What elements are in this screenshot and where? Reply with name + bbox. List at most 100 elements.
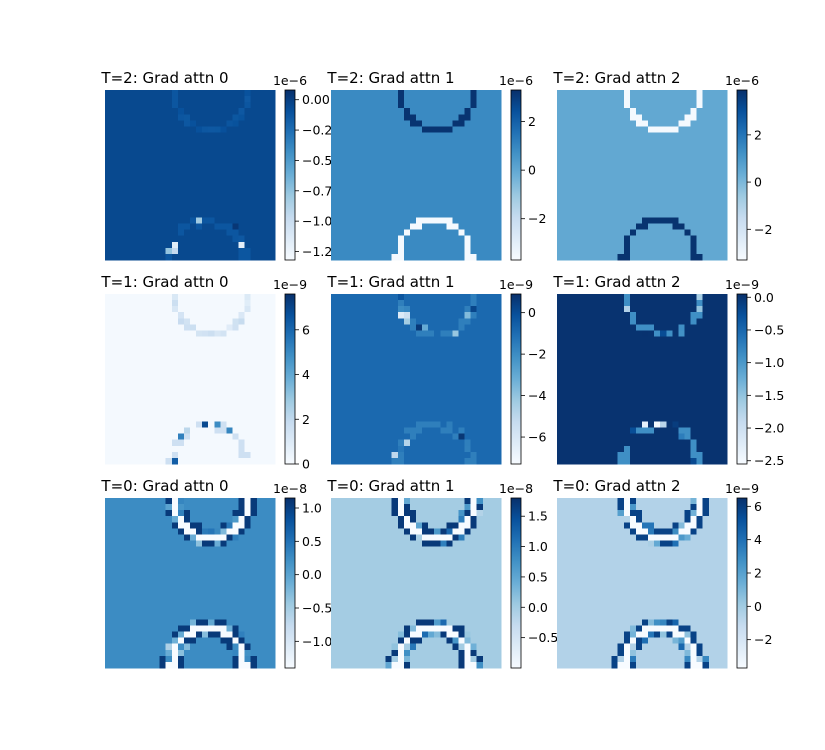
heatmap-cell bbox=[642, 181, 649, 188]
heatmap-cell bbox=[696, 306, 704, 313]
heatmap-cell bbox=[367, 324, 374, 331]
heatmap-cell bbox=[373, 126, 380, 133]
heatmap-cell bbox=[702, 336, 710, 343]
heatmap-cell bbox=[452, 318, 459, 325]
heatmap-cell bbox=[654, 294, 661, 301]
heatmap-cell bbox=[220, 120, 227, 127]
heatmap-cell bbox=[147, 427, 154, 434]
heatmap-cell bbox=[440, 379, 447, 386]
heatmap-cell bbox=[563, 175, 570, 182]
heatmap-cell bbox=[470, 409, 478, 416]
heatmap-cell bbox=[159, 90, 167, 97]
heatmap-cell bbox=[171, 187, 179, 194]
heatmap-cell bbox=[367, 385, 374, 392]
heatmap-cell bbox=[648, 235, 655, 243]
heatmap-cell bbox=[250, 211, 258, 218]
heatmap-cell bbox=[422, 193, 429, 200]
heatmap-cell bbox=[349, 312, 356, 319]
heatmap-cell bbox=[635, 324, 643, 331]
heatmap-cell bbox=[416, 156, 423, 164]
heatmap-cell bbox=[678, 168, 685, 176]
heatmap-cell bbox=[587, 360, 594, 368]
heatmap-cell bbox=[672, 138, 679, 145]
heatmap-cell bbox=[593, 205, 600, 212]
heatmap-cell bbox=[214, 397, 221, 404]
heatmap-cell bbox=[422, 181, 429, 188]
heatmap-cell bbox=[611, 181, 619, 188]
heatmap-cell bbox=[403, 427, 411, 434]
heatmap-cell bbox=[678, 391, 685, 398]
heatmap-cell bbox=[403, 120, 411, 127]
heatmap-cell bbox=[452, 330, 459, 337]
heatmap-cell bbox=[153, 181, 160, 188]
heatmap-cell bbox=[244, 294, 252, 301]
heatmap-cell bbox=[226, 348, 233, 356]
heatmap-cell bbox=[428, 300, 435, 307]
heatmap-cell bbox=[416, 90, 423, 97]
heatmap-cell bbox=[268, 385, 276, 392]
heatmap-cell bbox=[190, 156, 197, 164]
heatmap-cell bbox=[690, 336, 697, 343]
heatmap-cell bbox=[660, 324, 667, 331]
heatmap-cell bbox=[629, 205, 637, 212]
heatmap-cell bbox=[153, 126, 160, 133]
heatmap-cell bbox=[696, 96, 704, 103]
heatmap-cell bbox=[190, 318, 197, 325]
heatmap-cell bbox=[111, 253, 118, 261]
heatmap-cell bbox=[232, 187, 239, 194]
heatmap-cell bbox=[708, 391, 716, 398]
heatmap-cell bbox=[672, 193, 679, 200]
heatmap-cell bbox=[361, 397, 368, 404]
heatmap-cell bbox=[635, 181, 643, 188]
heatmap-cell bbox=[153, 168, 160, 176]
heatmap-cell bbox=[238, 354, 245, 362]
heatmap-cell bbox=[141, 199, 148, 206]
heatmap-cell bbox=[129, 342, 136, 349]
heatmap-cell bbox=[434, 90, 441, 97]
heatmap-cell bbox=[385, 379, 393, 386]
heatmap-cell bbox=[464, 162, 471, 170]
heatmap-cell bbox=[183, 391, 191, 398]
heatmap-cell bbox=[690, 150, 697, 158]
heatmap-cell bbox=[196, 223, 203, 230]
heatmap-cell bbox=[403, 312, 411, 319]
heatmap-cell bbox=[250, 102, 258, 109]
heatmap-cell bbox=[708, 162, 716, 170]
heatmap-cell bbox=[428, 391, 435, 398]
heatmap-cell bbox=[599, 162, 606, 170]
heatmap-cell bbox=[440, 409, 447, 416]
heatmap-cell bbox=[171, 516, 179, 523]
heatmap-cell bbox=[672, 445, 679, 453]
heatmap-cell bbox=[349, 300, 356, 307]
heatmap-cell bbox=[190, 528, 197, 535]
heatmap-cell bbox=[262, 199, 270, 206]
heatmap-cell bbox=[373, 114, 380, 121]
heatmap-cell bbox=[337, 324, 344, 331]
heatmap-cell bbox=[123, 445, 130, 453]
heatmap-cell bbox=[494, 330, 502, 337]
heatmap-cell bbox=[482, 397, 490, 404]
heatmap-cell bbox=[581, 366, 588, 374]
heatmap-cell bbox=[337, 294, 344, 301]
heatmap-cell bbox=[244, 114, 252, 121]
heatmap-cell bbox=[714, 253, 722, 261]
heatmap-cell bbox=[331, 120, 338, 127]
heatmap-cell bbox=[250, 504, 258, 511]
heatmap-cell bbox=[256, 342, 264, 349]
heatmap-cell bbox=[635, 348, 643, 356]
heatmap-cell bbox=[183, 253, 191, 261]
heatmap-cell bbox=[355, 96, 362, 103]
heatmap-cell bbox=[244, 96, 252, 103]
heatmap-cell bbox=[684, 391, 691, 398]
heatmap-cell bbox=[171, 168, 179, 176]
heatmap-cell bbox=[557, 379, 564, 386]
heatmap-cell bbox=[672, 96, 679, 103]
heatmap-cell bbox=[159, 354, 167, 362]
heatmap-cell bbox=[494, 306, 502, 313]
heatmap-cell bbox=[635, 312, 643, 319]
heatmap-cell bbox=[672, 199, 679, 206]
heatmap-cell bbox=[373, 156, 380, 164]
heatmap-cell bbox=[422, 312, 429, 319]
heatmap-cell bbox=[488, 379, 496, 386]
heatmap-cell bbox=[159, 457, 167, 465]
